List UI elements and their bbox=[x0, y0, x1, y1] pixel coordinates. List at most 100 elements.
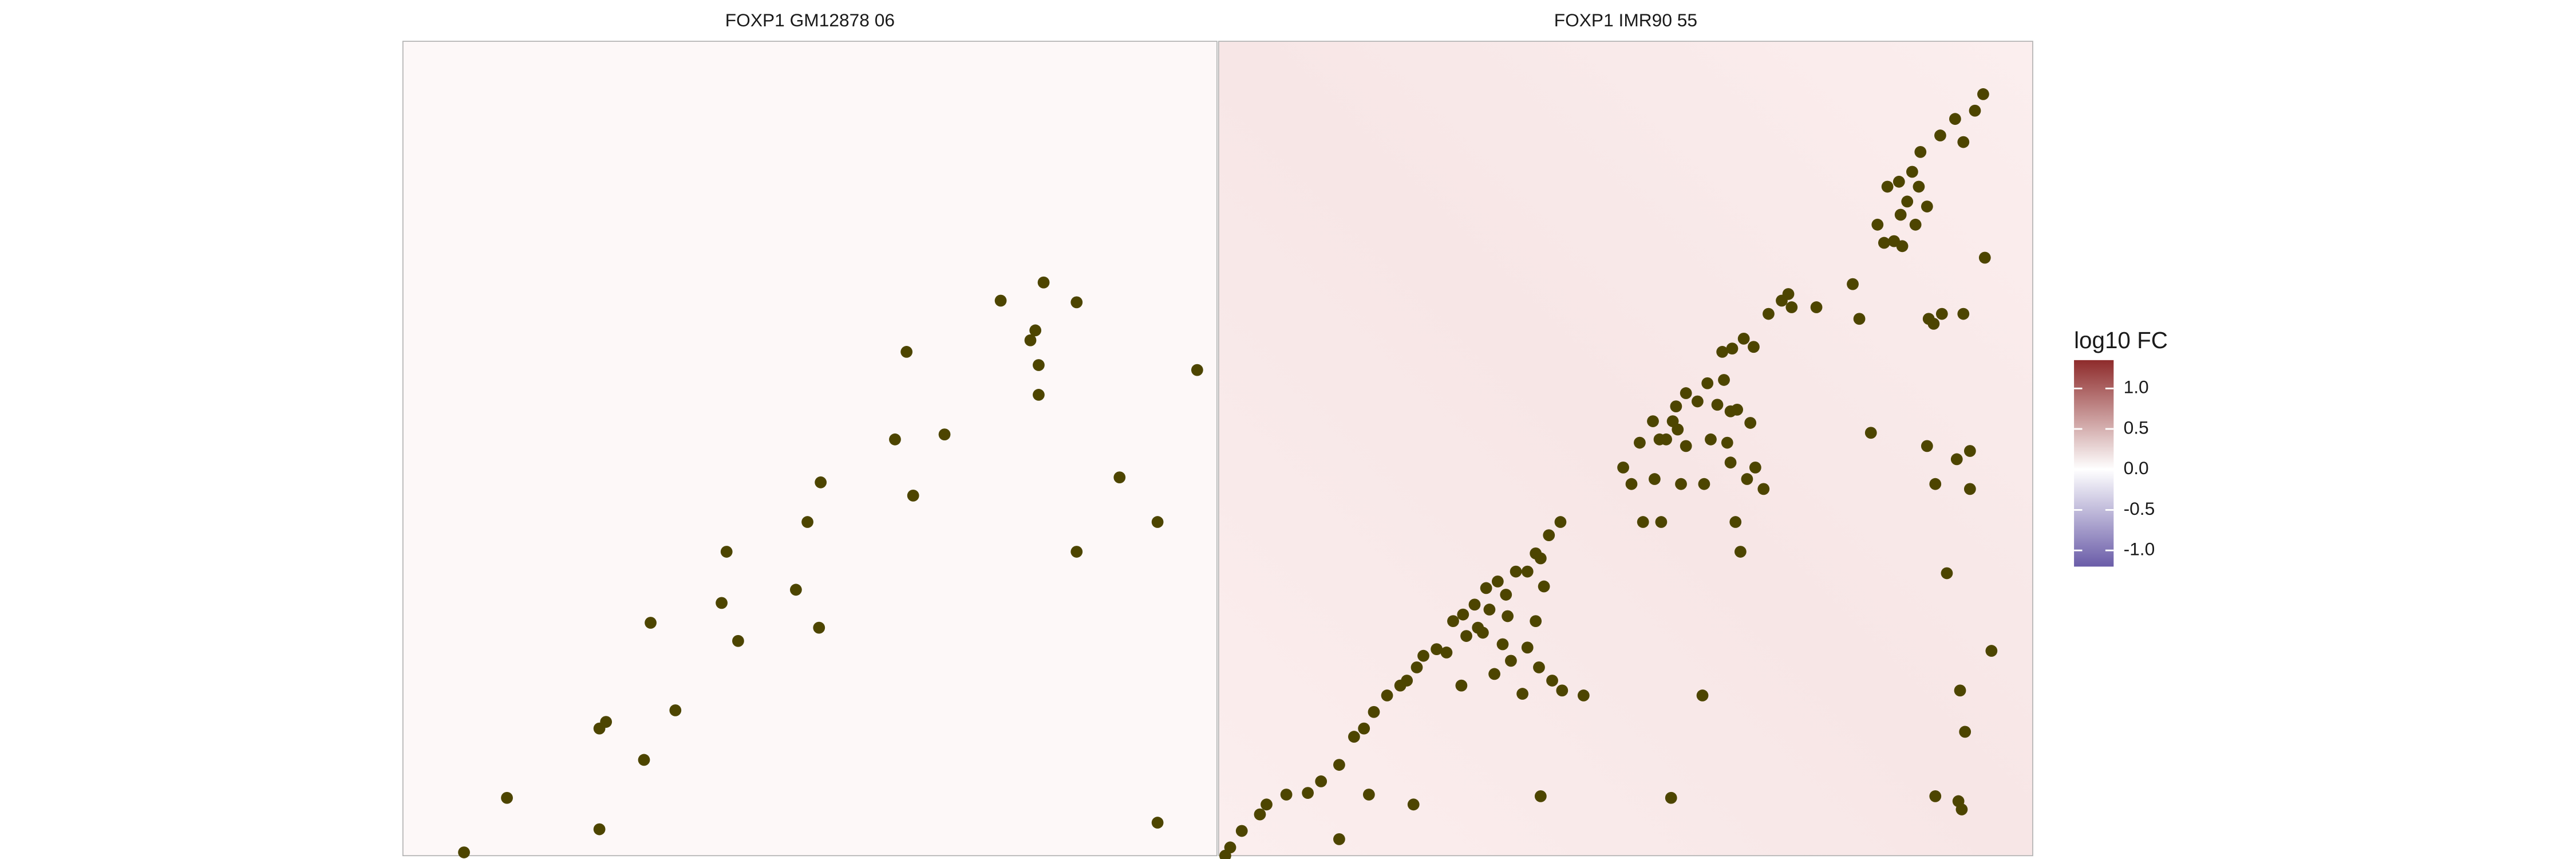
point bbox=[790, 584, 802, 596]
point bbox=[907, 490, 919, 502]
point bbox=[1447, 615, 1459, 627]
point bbox=[1906, 166, 1918, 178]
point bbox=[1941, 567, 1953, 580]
point bbox=[1853, 313, 1866, 325]
point bbox=[1737, 332, 1750, 345]
point bbox=[1348, 731, 1360, 743]
point bbox=[1254, 808, 1266, 821]
point bbox=[1431, 643, 1443, 656]
panel-title: FOXP1 GM12878 06 bbox=[725, 10, 895, 30]
point bbox=[1302, 787, 1314, 799]
point bbox=[1680, 387, 1692, 399]
point bbox=[1680, 440, 1692, 452]
point bbox=[1333, 759, 1345, 771]
point bbox=[1440, 647, 1453, 659]
point bbox=[1617, 461, 1629, 474]
point bbox=[593, 722, 606, 735]
legend-title: log10 FC bbox=[2074, 327, 2168, 353]
point bbox=[889, 433, 901, 446]
point bbox=[1748, 341, 1760, 353]
point bbox=[1675, 478, 1687, 490]
point bbox=[1491, 576, 1504, 588]
point bbox=[1847, 278, 1859, 290]
point bbox=[938, 428, 951, 441]
point bbox=[1070, 296, 1083, 309]
point bbox=[1280, 789, 1293, 801]
point bbox=[1894, 208, 1907, 221]
point bbox=[1716, 346, 1729, 358]
point bbox=[1637, 516, 1649, 528]
point bbox=[1913, 180, 1925, 193]
point bbox=[1785, 301, 1798, 313]
point bbox=[1921, 200, 1933, 212]
point bbox=[1488, 668, 1500, 680]
point bbox=[1726, 342, 1739, 355]
point bbox=[1864, 427, 1877, 439]
point bbox=[1914, 146, 1927, 158]
point bbox=[1496, 638, 1509, 651]
point bbox=[716, 597, 728, 609]
panel bbox=[402, 41, 1218, 857]
point bbox=[1701, 377, 1714, 389]
point bbox=[1881, 180, 1894, 193]
point bbox=[1901, 195, 1914, 208]
point bbox=[900, 346, 913, 358]
point bbox=[1029, 324, 1042, 337]
colorbar-tick-label: 1.0 bbox=[2124, 377, 2149, 397]
point bbox=[720, 546, 733, 558]
panel-title: FOXP1 IMR90 55 bbox=[1554, 10, 1697, 30]
point bbox=[1538, 580, 1550, 593]
point bbox=[1810, 301, 1823, 313]
point bbox=[1533, 661, 1545, 673]
point bbox=[1963, 445, 1976, 457]
point bbox=[1510, 565, 1522, 578]
point bbox=[1929, 478, 1942, 490]
point bbox=[1417, 649, 1429, 662]
point bbox=[458, 846, 470, 858]
point bbox=[1556, 684, 1568, 697]
point bbox=[1521, 565, 1534, 578]
point bbox=[1969, 104, 1981, 117]
point bbox=[815, 476, 827, 488]
point bbox=[1502, 610, 1514, 622]
point bbox=[1896, 240, 1909, 253]
point bbox=[1411, 661, 1423, 673]
panel bbox=[1218, 41, 2033, 857]
point bbox=[1460, 630, 1472, 642]
point bbox=[1949, 113, 1961, 125]
point bbox=[1113, 471, 1126, 484]
point bbox=[1921, 440, 1933, 452]
point bbox=[1358, 722, 1370, 735]
point bbox=[1362, 789, 1375, 801]
point bbox=[1934, 129, 1946, 141]
point bbox=[1909, 218, 1922, 231]
point bbox=[593, 823, 606, 836]
point bbox=[1235, 825, 1248, 837]
point bbox=[1893, 175, 1905, 188]
point bbox=[1534, 552, 1547, 565]
point bbox=[1516, 688, 1528, 700]
point bbox=[813, 621, 825, 634]
point bbox=[1724, 456, 1737, 469]
point bbox=[1037, 276, 1050, 289]
point bbox=[1151, 516, 1164, 528]
point bbox=[994, 294, 1007, 307]
point bbox=[669, 704, 682, 716]
point bbox=[1927, 318, 1940, 330]
point bbox=[1954, 684, 1966, 697]
point bbox=[1261, 798, 1273, 811]
point bbox=[1959, 726, 1971, 738]
point bbox=[1634, 436, 1646, 449]
point bbox=[1711, 399, 1724, 411]
point bbox=[1333, 833, 1345, 845]
point bbox=[1696, 689, 1709, 702]
point bbox=[1191, 364, 1203, 376]
point bbox=[1647, 415, 1659, 427]
point bbox=[1957, 136, 1970, 148]
point bbox=[1744, 417, 1757, 429]
point bbox=[1315, 775, 1327, 787]
point bbox=[1963, 483, 1976, 495]
point bbox=[1530, 615, 1542, 627]
point bbox=[1407, 798, 1420, 811]
